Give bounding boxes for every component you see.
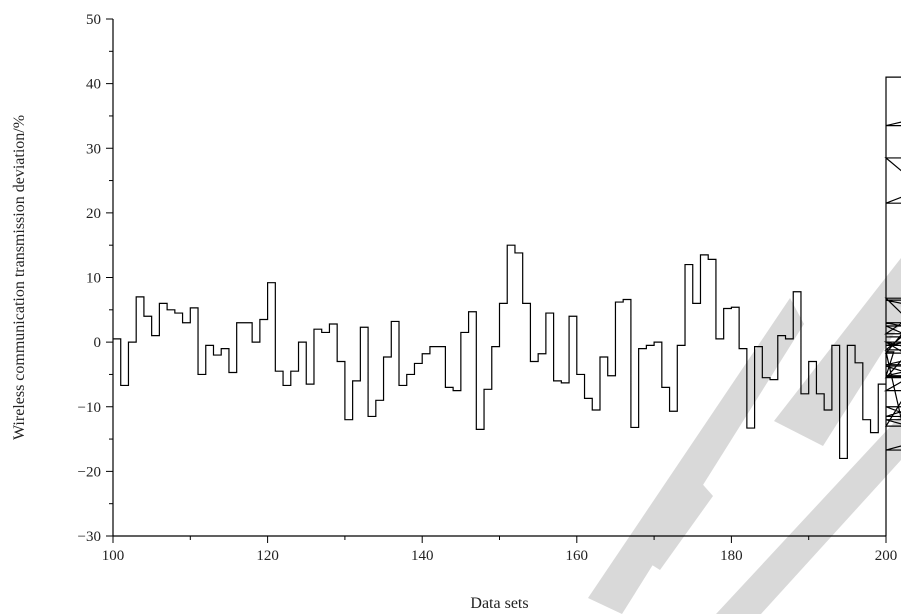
ticks <box>106 18 887 543</box>
y-tick-label: −20 <box>78 464 101 480</box>
y-tick-label: 50 <box>86 12 101 28</box>
y-tick-label: −30 <box>78 529 101 545</box>
x-axis-title: Data sets <box>470 595 528 612</box>
y-tick-label: 10 <box>86 271 101 287</box>
x-tick-label: 120 <box>256 548 279 564</box>
y-tick-label: 40 <box>86 77 101 93</box>
x-tick-label: 200 <box>875 548 898 564</box>
series-line <box>113 76 901 536</box>
y-axis-title: Wireless communication transmission devi… <box>11 115 28 440</box>
y-tick-label: 20 <box>86 206 101 222</box>
x-tick-label: 100 <box>102 548 125 564</box>
y-tick-label: 0 <box>94 335 102 351</box>
y-tick-label: −10 <box>78 400 101 416</box>
axes <box>112 19 886 537</box>
watermark-logo <box>588 258 901 614</box>
tick-labels: 100 120 140 160 180 200 −30 −20 −10 0 10 20 30 40 50 <box>78 12 898 564</box>
x-tick-label: 140 <box>411 548 434 564</box>
y-tick-label: 30 <box>86 141 101 157</box>
x-tick-label: 180 <box>720 548 743 564</box>
x-tick-label: 160 <box>566 548 589 564</box>
